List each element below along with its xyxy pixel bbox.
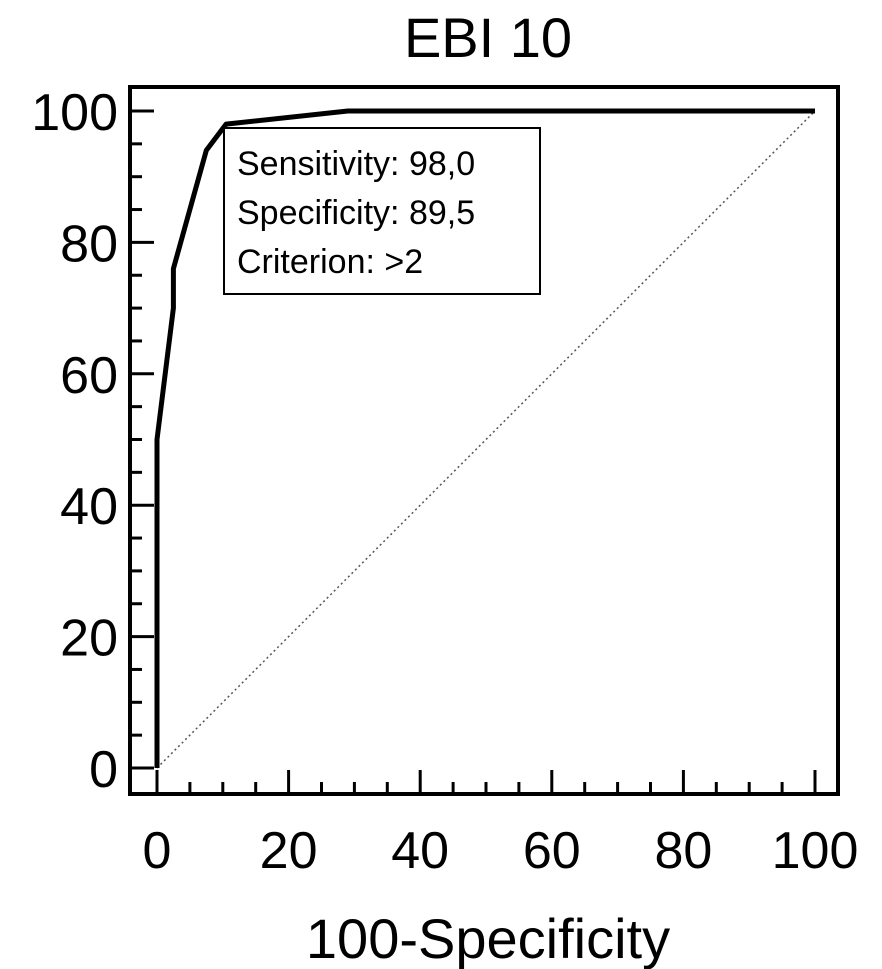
annotation-box	[223, 127, 541, 295]
criterion-annotation: Sensitivity: 98,0 Specificity: 89,5 Crit…	[223, 127, 541, 295]
x-tick-label: 20	[260, 822, 318, 880]
chart-title: EBI 10	[404, 6, 572, 69]
x-tick-label: 60	[523, 822, 581, 880]
annotation-criterion: Criterion: >2	[237, 243, 423, 281]
x-axis-title: 100-Specificity	[306, 907, 670, 969]
annotation-sensitivity: Sensitivity: 98,0	[237, 145, 475, 183]
x-tick-labels: 0 20 40 60 80 100	[143, 822, 859, 880]
x-tick-label: 40	[391, 822, 449, 880]
y-tick-label: 80	[60, 215, 118, 273]
y-tick-label: 20	[60, 610, 118, 668]
y-major-ticks	[130, 109, 154, 770]
x-tick-label: 0	[143, 822, 172, 880]
x-tick-label: 80	[654, 822, 712, 880]
annotation-specificity: Specificity: 89,5	[237, 194, 475, 232]
y-tick-labels: 0 20 40 60 80 100	[31, 84, 118, 799]
plot-frame	[128, 85, 840, 796]
x-major-ticks	[155, 770, 817, 794]
y-tick-label: 100	[31, 84, 118, 142]
x-tick-label: 100	[772, 822, 859, 880]
roc-curve-line	[154, 108, 815, 768]
y-tick-label: 40	[60, 478, 118, 536]
y-tick-label: 0	[89, 741, 118, 799]
y-tick-label: 60	[60, 347, 118, 405]
